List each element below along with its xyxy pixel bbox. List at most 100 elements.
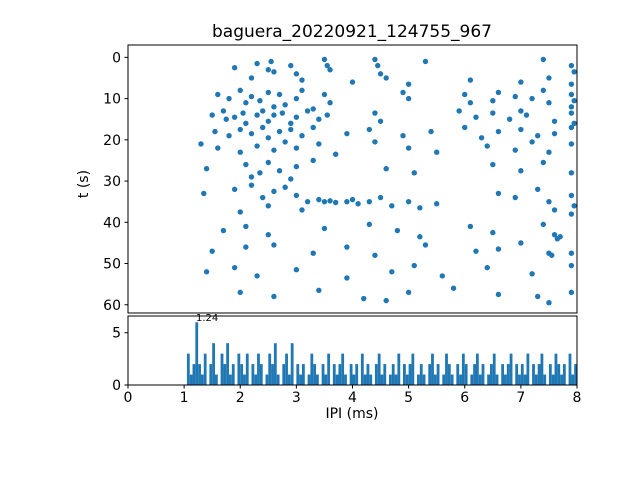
scatter-point — [316, 287, 322, 294]
histogram-bar — [540, 353, 544, 385]
histogram-bar — [523, 374, 527, 385]
histogram-bar — [341, 353, 345, 385]
scatter-point — [377, 71, 384, 77]
scatter-point — [540, 87, 547, 94]
histogram-bar — [495, 374, 499, 385]
scatter-point — [237, 149, 243, 155]
scatter-point — [265, 231, 272, 238]
scatter-point — [495, 128, 502, 135]
histogram-bar — [229, 374, 232, 385]
histogram-bar — [475, 353, 479, 385]
scatter-point — [484, 143, 490, 149]
scatter-point — [332, 151, 339, 157]
histogram-bar — [518, 374, 521, 385]
histogram-bar — [324, 374, 328, 385]
scatter-point — [405, 81, 412, 87]
scatter-point — [304, 198, 311, 205]
histogram-bar — [209, 364, 213, 385]
scatter-point — [203, 165, 210, 172]
scatter-point — [271, 293, 277, 300]
scatter-point — [518, 126, 524, 133]
histogram-bar — [380, 374, 384, 385]
scatter-point — [405, 95, 412, 102]
scatter-point — [417, 205, 423, 211]
histogram-bar — [265, 374, 269, 385]
histogram-bar — [456, 364, 460, 385]
scatter-point — [293, 163, 300, 170]
histogram-bar — [487, 374, 491, 385]
scatter-point — [428, 128, 434, 135]
scatter-point — [571, 69, 577, 75]
scatter-point — [490, 97, 496, 104]
histogram-bar — [388, 374, 392, 385]
histogram-bar — [478, 374, 482, 385]
histogram-bar — [473, 364, 476, 385]
scatter-point — [231, 64, 238, 71]
histogram-bar — [450, 374, 454, 385]
x-tick-label: 7 — [516, 390, 525, 406]
scatter-point — [279, 110, 286, 116]
x-tick-label: 0 — [124, 390, 133, 406]
scatter-point — [271, 69, 277, 75]
histogram-bar — [287, 374, 291, 385]
scatter-point — [568, 192, 575, 199]
scatter-point — [212, 128, 218, 135]
scatter-point — [490, 110, 496, 116]
scatter-point — [568, 91, 575, 98]
y-tick-label: 60 — [103, 298, 121, 314]
histogram-bar — [321, 364, 325, 385]
histogram-bar — [344, 374, 347, 385]
scatter-point — [372, 139, 378, 145]
scatter-point — [254, 143, 260, 149]
scatter-point — [271, 104, 277, 110]
histogram-bar — [374, 364, 378, 385]
histogram-bar — [268, 353, 272, 385]
scatter-axes-frame — [127, 44, 578, 314]
scatter-point — [557, 234, 563, 240]
scatter-point — [568, 262, 575, 269]
scatter-point — [377, 194, 384, 201]
scatter-point — [248, 93, 255, 100]
histogram-bar — [313, 364, 317, 385]
scatter-point — [473, 114, 479, 120]
histogram-bar — [257, 353, 260, 385]
scatter-point — [411, 170, 417, 176]
scatter-point — [257, 170, 263, 176]
scatter-point — [288, 62, 294, 69]
scatter-point — [220, 227, 227, 234]
scatter-point — [394, 227, 401, 234]
histogram-bar — [557, 364, 561, 385]
scatter-point — [568, 104, 575, 110]
histogram-bar — [464, 364, 468, 385]
scatter-point — [265, 159, 272, 166]
scatter-point — [478, 135, 485, 141]
scatter-point — [321, 225, 328, 232]
histogram-bar — [442, 374, 446, 385]
scatter-point — [512, 147, 518, 153]
scatter-point — [226, 133, 232, 139]
scatter-point — [231, 264, 238, 271]
scatter-point — [546, 100, 552, 106]
scatter-point — [324, 112, 330, 118]
scatter-point — [201, 190, 207, 197]
scatter-point — [467, 223, 474, 230]
scatter-point — [282, 184, 288, 190]
histogram-bar — [445, 353, 448, 385]
scatter-point — [231, 186, 238, 193]
scatter-point — [495, 89, 502, 96]
scatter-point — [231, 114, 238, 120]
scatter-point — [237, 87, 243, 94]
scatter-point — [518, 168, 524, 174]
scatter-point — [310, 106, 316, 112]
histogram-bar — [220, 353, 224, 385]
scatter-point — [462, 91, 468, 98]
scatter-point — [450, 285, 457, 291]
scatter-point — [276, 91, 283, 98]
histogram-bar — [515, 364, 519, 385]
histogram-bar — [431, 353, 434, 385]
scatter-point — [293, 145, 300, 151]
scatter-point — [568, 141, 575, 147]
scatter-point — [223, 116, 229, 122]
histogram-bar — [237, 353, 241, 385]
scatter-point — [271, 112, 277, 118]
